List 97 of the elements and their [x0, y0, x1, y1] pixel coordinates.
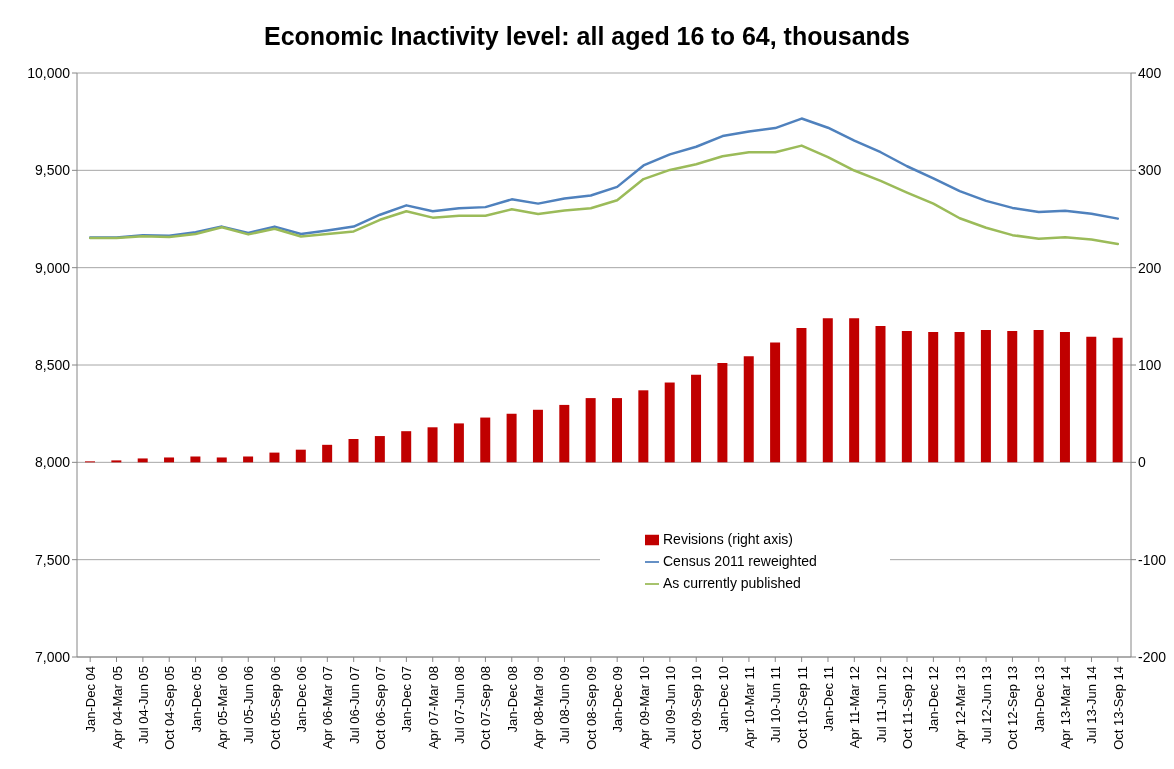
bar — [506, 413, 517, 463]
bar — [638, 390, 649, 463]
y2-tick-label: 200 — [1138, 259, 1162, 276]
bar — [1086, 336, 1097, 463]
bar — [664, 382, 675, 463]
x-tick-label: Apr 06-Mar 07 — [320, 666, 336, 750]
x-tick-label: Oct 13-Sep 14 — [1110, 666, 1126, 750]
bar — [954, 331, 965, 463]
chart-title: Economic Inactivity level: all aged 16 to 64, thousands — [262, 22, 911, 51]
bar — [612, 398, 622, 463]
x-tick-label: Jul 13-Jun 14 — [1084, 666, 1100, 745]
x-tick-label: Apr 04-Mar 05 — [109, 666, 125, 750]
x-tick-label: Oct 05-Sep 06 — [267, 666, 283, 750]
x-tick-label: Jan-Dec 08 — [504, 666, 520, 733]
x-tick-label: Jul 04-Jun 05 — [135, 666, 151, 745]
bar — [1007, 330, 1018, 463]
x-tick-label: Apr 11-Mar 12 — [847, 666, 863, 749]
y2-tick-label: 300 — [1138, 162, 1162, 179]
x-tick-label: Apr 12-Mar 13 — [952, 666, 968, 750]
x-tick-label: Jan-Dec 05 — [188, 666, 204, 733]
x-tick-label: Jul 09-Jun 10 — [662, 666, 678, 745]
x-tick-label: Apr 07-Mar 08 — [425, 666, 441, 750]
bar — [295, 449, 306, 463]
bar — [585, 398, 596, 463]
bar — [1059, 331, 1070, 463]
bar — [691, 374, 702, 463]
x-tick-label: Jul 05-Jun 06 — [241, 666, 257, 745]
bar — [374, 436, 385, 463]
y-tick-label: 9,000 — [34, 259, 71, 276]
x-tick-label: Oct 10-Sep 11 — [794, 666, 810, 749]
x-tick-label: Jul 10-Jun 11 — [768, 666, 784, 744]
y-tick-label: 8,000 — [34, 454, 71, 471]
x-tick-label: Jan-Dec 06 — [293, 666, 309, 733]
y2-tick-label: -200 — [1138, 648, 1167, 665]
y-tick-label: 8,500 — [34, 356, 71, 373]
y2-tick-label: 100 — [1138, 356, 1162, 373]
y-tick-label: 7,000 — [34, 648, 71, 665]
x-tick-label: Oct 12-Sep 13 — [1005, 666, 1021, 750]
y-tick-label: 10,000 — [27, 64, 71, 81]
x-tick-label: Jul 11-Jun 12 — [873, 666, 889, 744]
bar — [190, 456, 201, 463]
bar — [480, 417, 491, 463]
x-tick-label: Oct 09-Sep 10 — [689, 666, 705, 750]
line-series — [88, 144, 1120, 246]
x-tick-label: Apr 13-Mar 14 — [1058, 666, 1074, 750]
bar — [243, 456, 254, 463]
bar — [269, 452, 280, 463]
bar — [532, 409, 543, 463]
bar — [743, 356, 754, 463]
bar — [770, 342, 781, 463]
y2-tick-label: -100 — [1138, 551, 1167, 568]
x-tick-label: Jan-Dec 11 — [820, 666, 836, 732]
x-tick-label: Jul 12-Jun 13 — [979, 666, 995, 745]
bar — [1112, 337, 1123, 463]
bar — [164, 457, 175, 463]
y2-tick-label: 0 — [1138, 454, 1146, 471]
legend-label: Census 2011 reweighted — [663, 553, 817, 569]
bar — [453, 423, 464, 463]
x-tick-label: Jul 08-Jun 09 — [557, 666, 573, 745]
bar — [559, 404, 570, 463]
bar — [137, 458, 148, 463]
legend-label: As currently published — [663, 575, 801, 591]
x-tick-label: Apr 10-Mar 11 — [741, 666, 757, 749]
x-tick-label: Jan-Dec 10 — [715, 666, 731, 733]
x-tick-label: Apr 05-Mar 06 — [214, 666, 230, 750]
y-tick-label: 9,500 — [34, 162, 71, 179]
bar — [348, 438, 359, 463]
bar — [1033, 329, 1044, 463]
bar — [928, 331, 939, 463]
x-tick-label: Jul 07-Jun 08 — [452, 666, 468, 745]
bar — [796, 328, 807, 463]
x-tick-label: Jan-Dec 04 — [83, 666, 99, 733]
bar — [901, 330, 912, 463]
x-tick-label: Jan-Dec 07 — [399, 666, 415, 733]
x-tick-label: Jan-Dec 12 — [926, 666, 942, 733]
bar — [427, 427, 438, 463]
bar — [717, 363, 728, 463]
x-tick-label: Oct 11-Sep 12 — [900, 666, 916, 749]
bar — [822, 318, 833, 463]
x-tick-label: Oct 04-Sep 05 — [162, 666, 178, 750]
x-tick-label: Jan-Dec 09 — [610, 666, 626, 733]
x-tick-label: Apr 09-Mar 10 — [636, 666, 652, 750]
x-tick-label: Jul 06-Jun 07 — [346, 666, 362, 745]
x-tick-label: Jan-Dec 13 — [1031, 666, 1047, 733]
bar — [322, 444, 333, 463]
bar — [875, 326, 886, 463]
y2-tick-label: 400 — [1138, 64, 1162, 81]
x-tick-label: Oct 06-Sep 07 — [373, 666, 389, 750]
bar — [980, 329, 991, 463]
x-tick-label: Oct 08-Sep 09 — [583, 666, 599, 750]
bar — [849, 318, 860, 463]
bar — [401, 431, 412, 463]
y-tick-label: 7,500 — [34, 551, 71, 568]
x-tick-label: Apr 08-Mar 09 — [531, 666, 547, 750]
legend-label: Revisions (right axis) — [663, 531, 793, 547]
x-tick-label: Oct 07-Sep 08 — [478, 666, 494, 750]
bar — [216, 457, 227, 463]
